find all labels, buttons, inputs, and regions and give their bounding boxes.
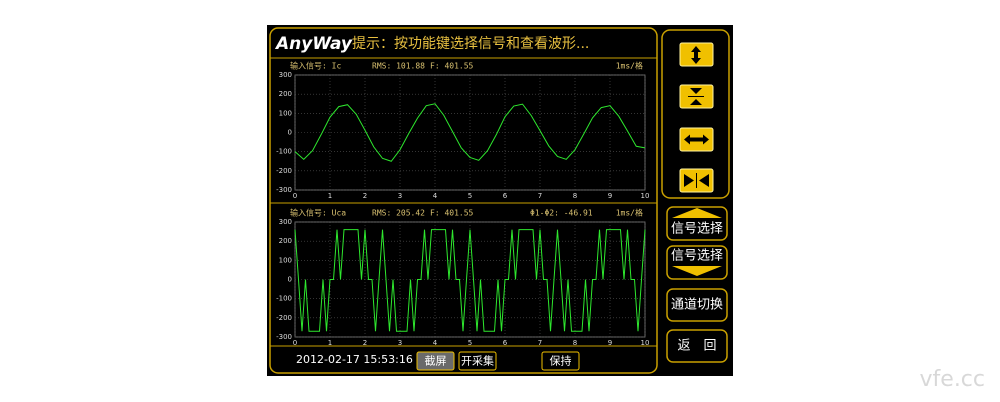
x-tick-label: 3 [398,339,402,347]
signal-select-down-button[interactable]: 信号选择 [666,245,728,280]
button-label: 截屏 [425,354,447,368]
icon-panel [661,29,730,199]
start-acquire-button[interactable]: 开采集 [458,351,497,371]
screenshot-button[interactable]: 截屏 [416,351,455,371]
x-tick-label: 0 [293,339,297,347]
zoom-in-vertical-button[interactable] [679,42,714,67]
y-tick-label: -200 [276,314,292,322]
channel-switch-button[interactable]: 通道切换 [666,288,728,322]
y-tick-label: 200 [279,237,292,245]
watermark: vfe.cc [920,367,985,392]
button-frame [666,288,728,322]
x-tick-label: 9 [608,339,612,347]
x-tick-label: 4 [433,192,438,200]
zoom-out-horizontal-button[interactable] [679,168,714,193]
y-tick-label: 300 [279,71,292,79]
x-tick-label: 8 [573,192,577,200]
info-signal: 输入信号: Ic [290,61,341,71]
button-label: 信号选择 [671,222,723,237]
y-tick-label: -300 [276,186,292,194]
info-freq: F: 401.55 [430,209,474,218]
hold-button[interactable]: 保持 [541,351,580,371]
time-scale: 1ms/格 [616,61,643,71]
datetime: 2012-02-17 15:53:16 [296,353,413,366]
button-label: 开采集 [461,354,494,368]
button-label: 通道切换 [671,298,723,313]
icon [684,173,709,188]
button-frame [458,351,497,371]
x-tick-label: 3 [398,192,402,200]
x-tick-label: 5 [468,192,472,200]
y-tick-label: 300 [279,218,292,226]
y-tick-label: -300 [276,333,292,341]
prompt: 提示：按功能键选择信号和查看波形... [352,36,589,52]
info-signal: 输入信号: Uca [290,208,346,218]
logo: AnyWay [274,34,353,54]
x-tick-label: 2 [363,192,367,200]
waveform [294,103,646,162]
button-label: 保持 [550,354,572,368]
x-tick-label: 10 [641,339,650,347]
x-tick-label: 1 [328,192,332,200]
x-tick-label: 10 [641,192,650,200]
button-label: 信号选择 [671,249,723,264]
y-tick-label: 0 [288,129,292,137]
x-tick-label: 5 [468,339,472,347]
info-phase: Φ1-Φ2: -46.91 [530,209,593,218]
down-arrow [672,266,722,276]
waveform [294,229,646,332]
x-tick-label: 8 [573,339,577,347]
zoom-in-horizontal-button[interactable] [679,127,714,152]
info-rms: RMS: 101.88 [372,62,425,71]
y-tick-label: 200 [279,90,292,98]
zoom-out-vertical-button[interactable] [679,84,714,109]
x-tick-label: 7 [538,192,542,200]
y-tick-label: 100 [279,256,292,264]
button-frame [666,329,728,363]
icon [688,88,704,105]
button-frame [416,351,455,371]
up-arrow [672,208,722,218]
button-frame [666,245,728,280]
x-tick-label: 9 [608,192,612,200]
button-frame [541,351,580,371]
y-tick-label: -100 [276,148,292,156]
y-tick-label: 100 [279,109,292,117]
x-tick-label: 2 [363,339,367,347]
button-label: 返 回 [677,339,716,354]
main-panel [269,27,658,374]
y-tick-label: 0 [288,276,292,284]
x-tick-label: 4 [433,339,438,347]
x-tick-label: 7 [538,339,542,347]
x-tick-label: 6 [503,192,508,200]
info-freq: F: 401.55 [430,62,474,71]
back-button[interactable]: 返 回 [666,329,728,363]
icon [684,134,709,145]
time-scale: 1ms/格 [616,208,643,218]
icon [691,46,701,64]
button-frame [666,206,728,241]
x-tick-label: 1 [328,339,332,347]
x-tick-label: 6 [503,339,508,347]
y-tick-label: -100 [276,295,292,303]
y-tick-label: -200 [276,167,292,175]
signal-select-up-button[interactable]: 信号选择 [666,206,728,241]
x-tick-label: 0 [293,192,297,200]
info-rms: RMS: 205.42 [372,209,425,218]
